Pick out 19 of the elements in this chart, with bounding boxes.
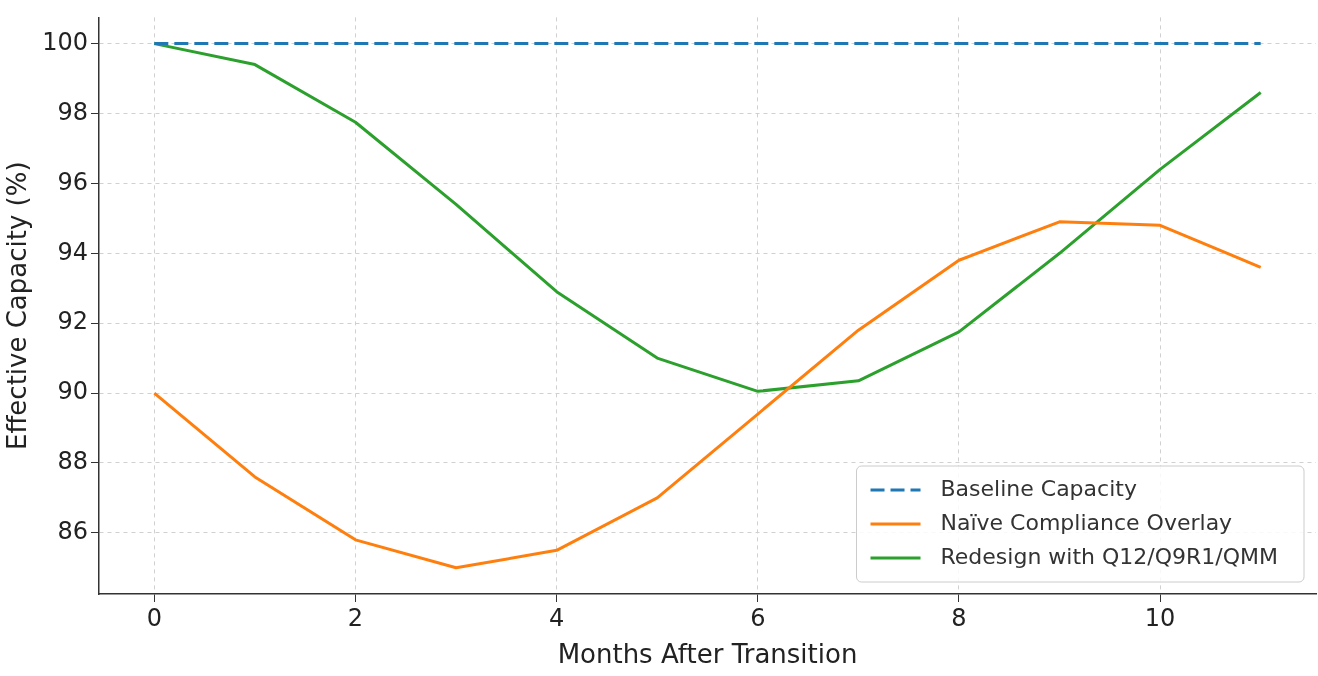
x-tick-label: 10: [1144, 603, 1176, 632]
y-tick-label: 90: [57, 377, 89, 406]
legend-label: Redesign with Q12/Q9R1/QMM: [940, 543, 1279, 569]
x-tick-label: 8: [951, 603, 967, 632]
legend-label: Naïve Compliance Overlay: [940, 509, 1233, 535]
x-tick-label: 4: [549, 603, 565, 632]
y-tick-label: 86: [57, 517, 89, 546]
y-tick-label: 100: [42, 27, 89, 56]
y-tick-label: 94: [57, 237, 89, 266]
legend-label: Baseline Capacity: [940, 475, 1137, 501]
y-tick-label: 92: [57, 307, 89, 336]
x-tick-label: 6: [750, 603, 766, 632]
x-tick-label: 0: [146, 603, 162, 632]
y-tick-label: 96: [57, 167, 89, 196]
y-axis-title: Effective Capacity (%): [2, 161, 33, 450]
y-tick-label: 98: [57, 97, 89, 126]
x-axis-title: Months After Transition: [557, 639, 858, 670]
y-tick-label: 88: [57, 447, 89, 476]
x-tick-label: 2: [347, 603, 364, 632]
